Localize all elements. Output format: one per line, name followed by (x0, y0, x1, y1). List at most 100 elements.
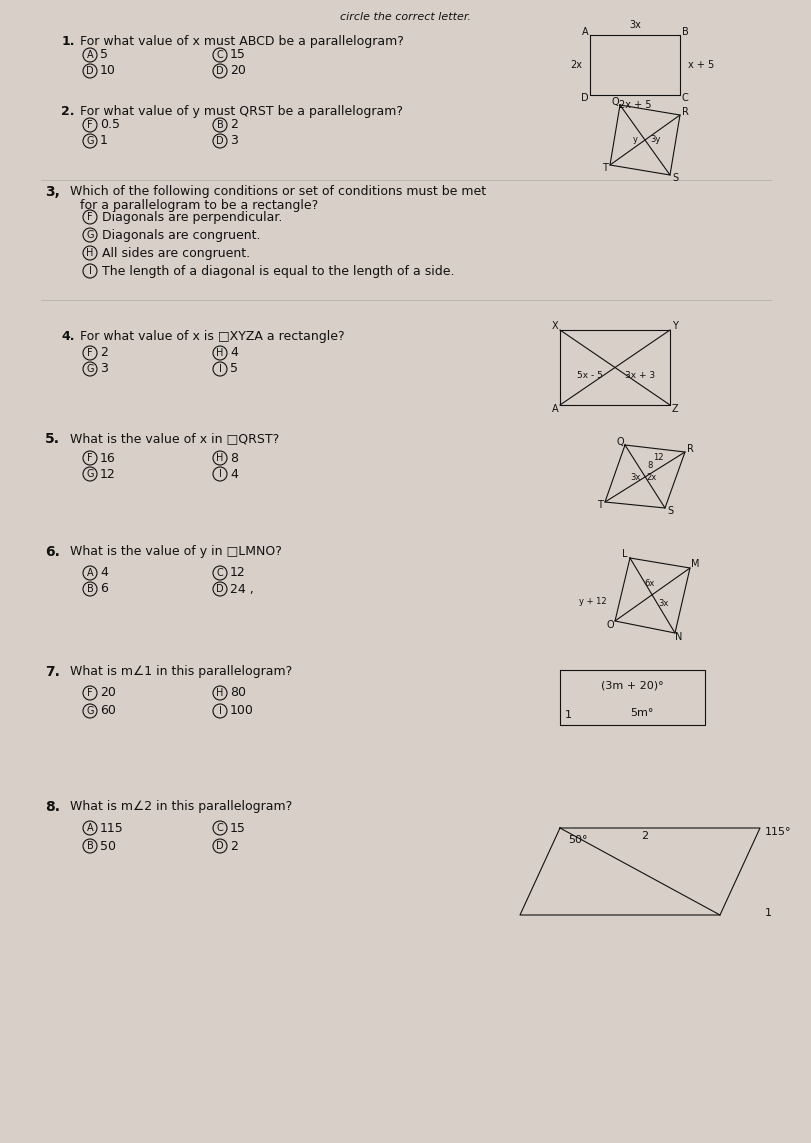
Text: 5: 5 (100, 48, 108, 62)
Text: 6.: 6. (45, 545, 60, 559)
Text: T: T (601, 163, 607, 173)
Text: 4: 4 (100, 567, 108, 580)
Text: x + 5: x + 5 (687, 59, 714, 70)
Text: 2: 2 (100, 346, 108, 360)
Text: 1.: 1. (62, 35, 75, 48)
Text: D: D (216, 136, 224, 146)
Text: 2x: 2x (646, 473, 656, 482)
Text: C: C (680, 93, 688, 103)
Text: A: A (551, 403, 558, 414)
Text: 1: 1 (100, 135, 108, 147)
Text: 20: 20 (100, 687, 116, 700)
Text: C: C (217, 50, 223, 59)
Text: I: I (218, 469, 221, 479)
Text: (3m + 20)°: (3m + 20)° (600, 680, 663, 690)
Text: 3,: 3, (45, 185, 60, 199)
Text: D: D (216, 841, 224, 852)
Text: Q: Q (616, 437, 623, 447)
Text: y + 12: y + 12 (579, 597, 607, 606)
Text: Diagonals are congruent.: Diagonals are congruent. (102, 229, 260, 241)
Text: What is the value of x in □QRST?: What is the value of x in □QRST? (70, 432, 279, 445)
Text: N: N (675, 632, 682, 642)
Text: F: F (87, 120, 92, 130)
Text: 10: 10 (100, 64, 116, 78)
Text: A: A (87, 823, 93, 833)
Text: R: R (686, 443, 693, 454)
Text: F: F (87, 453, 92, 463)
Text: D: D (216, 584, 224, 594)
Text: 5x - 5: 5x - 5 (577, 370, 603, 379)
Text: 8: 8 (646, 461, 652, 470)
Text: B: B (217, 120, 223, 130)
Text: L: L (621, 549, 627, 559)
Text: H: H (216, 347, 223, 358)
Text: 3x: 3x (657, 599, 667, 607)
Text: What is the value of y in □LMNO?: What is the value of y in □LMNO? (70, 545, 281, 558)
Text: The length of a diagonal is equal to the length of a side.: The length of a diagonal is equal to the… (102, 264, 454, 278)
Text: Z: Z (671, 403, 677, 414)
Text: H: H (86, 248, 93, 258)
Text: F: F (87, 688, 92, 698)
Text: 3x: 3x (629, 473, 639, 482)
Text: 6: 6 (100, 583, 108, 596)
Text: S: S (672, 173, 677, 183)
Text: All sides are congruent.: All sides are congruent. (102, 247, 250, 259)
Text: H: H (216, 453, 223, 463)
Text: I: I (218, 706, 221, 716)
Text: 6x: 6x (644, 578, 654, 588)
Text: 1: 1 (764, 908, 771, 918)
Text: 2x + 5: 2x + 5 (618, 99, 650, 110)
Text: Y: Y (672, 321, 677, 331)
Text: For what value of x must ABCD be a parallelogram?: For what value of x must ABCD be a paral… (80, 35, 403, 48)
Text: 0.5: 0.5 (100, 119, 120, 131)
Text: 2: 2 (230, 839, 238, 853)
Text: 1: 1 (564, 710, 571, 720)
Text: R: R (680, 107, 688, 117)
Text: G: G (86, 363, 93, 374)
Text: 2x: 2x (569, 59, 581, 70)
Text: O: O (606, 620, 613, 630)
Text: 12: 12 (100, 467, 116, 480)
Text: A: A (87, 50, 93, 59)
Text: B: B (87, 584, 93, 594)
Text: X: X (551, 321, 558, 331)
Text: 60: 60 (100, 704, 116, 718)
Text: 5m°: 5m° (629, 708, 653, 718)
Text: H: H (216, 688, 223, 698)
Text: circle the correct letter.: circle the correct letter. (340, 11, 471, 22)
Text: For what value of y must QRST be a parallelogram?: For what value of y must QRST be a paral… (80, 105, 402, 118)
Text: 4: 4 (230, 467, 238, 480)
Text: 2.: 2. (62, 105, 75, 118)
Text: 3: 3 (230, 135, 238, 147)
Text: G: G (86, 469, 93, 479)
Text: 12: 12 (230, 567, 246, 580)
Text: D: D (86, 66, 94, 75)
Text: for a parallelogram to be a rectangle?: for a parallelogram to be a rectangle? (80, 199, 318, 211)
Text: What is m∠2 in this parallelogram?: What is m∠2 in this parallelogram? (70, 800, 292, 813)
Text: 3: 3 (100, 362, 108, 376)
Text: M: M (690, 559, 698, 569)
Text: 115: 115 (100, 822, 123, 834)
Text: 15: 15 (230, 822, 246, 834)
Text: T: T (596, 499, 603, 510)
Text: 2: 2 (230, 119, 238, 131)
Text: 4: 4 (230, 346, 238, 360)
Text: F: F (87, 211, 92, 222)
Text: Diagonals are perpendicular.: Diagonals are perpendicular. (102, 210, 282, 224)
Text: 20: 20 (230, 64, 246, 78)
Text: D: D (581, 93, 588, 103)
Text: C: C (217, 823, 223, 833)
Text: 5.: 5. (45, 432, 60, 446)
Text: G: G (86, 706, 93, 716)
Text: B: B (680, 27, 688, 37)
Text: A: A (581, 27, 588, 37)
Text: 3y: 3y (649, 136, 659, 144)
Text: 7.: 7. (45, 665, 60, 679)
Text: 8: 8 (230, 451, 238, 464)
Text: 3x + 3: 3x + 3 (624, 370, 654, 379)
Text: D: D (216, 66, 224, 75)
Text: 100: 100 (230, 704, 254, 718)
Text: G: G (86, 136, 93, 146)
Text: 5: 5 (230, 362, 238, 376)
Text: 50°: 50° (568, 836, 587, 845)
